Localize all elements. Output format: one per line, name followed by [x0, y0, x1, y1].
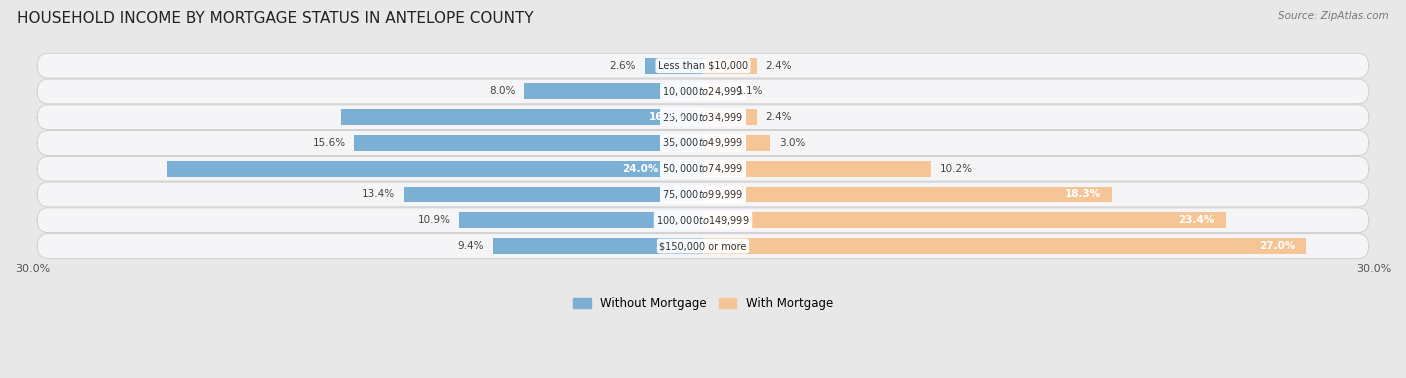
Bar — [460, 212, 703, 228]
FancyBboxPatch shape — [37, 156, 1369, 181]
Bar — [703, 109, 756, 125]
Bar — [703, 238, 1306, 254]
Text: $10,000 to $24,999: $10,000 to $24,999 — [662, 85, 744, 98]
FancyBboxPatch shape — [37, 105, 1369, 130]
Bar — [703, 161, 931, 177]
Text: 10.2%: 10.2% — [939, 164, 973, 174]
Text: 10.9%: 10.9% — [418, 215, 450, 225]
Bar — [167, 161, 703, 177]
Bar — [703, 135, 770, 151]
FancyBboxPatch shape — [37, 53, 1369, 78]
Text: HOUSEHOLD INCOME BY MORTGAGE STATUS IN ANTELOPE COUNTY: HOUSEHOLD INCOME BY MORTGAGE STATUS IN A… — [17, 11, 533, 26]
Text: $50,000 to $74,999: $50,000 to $74,999 — [662, 162, 744, 175]
Text: 23.4%: 23.4% — [1178, 215, 1215, 225]
FancyBboxPatch shape — [37, 79, 1369, 104]
Text: $25,000 to $34,999: $25,000 to $34,999 — [662, 111, 744, 124]
Bar — [524, 84, 703, 99]
Text: $150,000 or more: $150,000 or more — [659, 241, 747, 251]
FancyBboxPatch shape — [37, 234, 1369, 259]
Text: 16.2%: 16.2% — [648, 112, 685, 122]
FancyBboxPatch shape — [37, 131, 1369, 155]
Text: 8.0%: 8.0% — [489, 87, 515, 96]
Text: $100,000 to $149,999: $100,000 to $149,999 — [657, 214, 749, 227]
Bar — [354, 135, 703, 151]
Text: 9.4%: 9.4% — [457, 241, 484, 251]
FancyBboxPatch shape — [37, 182, 1369, 207]
Text: 13.4%: 13.4% — [361, 189, 395, 200]
Bar — [645, 58, 703, 74]
Text: $75,000 to $99,999: $75,000 to $99,999 — [662, 188, 744, 201]
Text: 18.3%: 18.3% — [1064, 189, 1101, 200]
Text: 2.4%: 2.4% — [766, 61, 792, 71]
Text: 2.4%: 2.4% — [766, 112, 792, 122]
Text: 2.6%: 2.6% — [609, 61, 636, 71]
Text: 3.0%: 3.0% — [779, 138, 806, 148]
Bar — [703, 186, 1112, 203]
Text: 27.0%: 27.0% — [1258, 241, 1295, 251]
Text: 15.6%: 15.6% — [312, 138, 346, 148]
Bar — [494, 238, 703, 254]
Bar — [703, 212, 1226, 228]
FancyBboxPatch shape — [37, 208, 1369, 232]
Text: 24.0%: 24.0% — [623, 164, 659, 174]
Bar — [404, 186, 703, 203]
Bar — [703, 58, 756, 74]
Text: Source: ZipAtlas.com: Source: ZipAtlas.com — [1278, 11, 1389, 21]
Bar — [342, 109, 703, 125]
Text: 1.1%: 1.1% — [737, 87, 763, 96]
Text: Less than $10,000: Less than $10,000 — [658, 61, 748, 71]
Legend: Without Mortgage, With Mortgage: Without Mortgage, With Mortgage — [568, 293, 838, 315]
Text: $35,000 to $49,999: $35,000 to $49,999 — [662, 136, 744, 149]
Bar — [703, 84, 727, 99]
